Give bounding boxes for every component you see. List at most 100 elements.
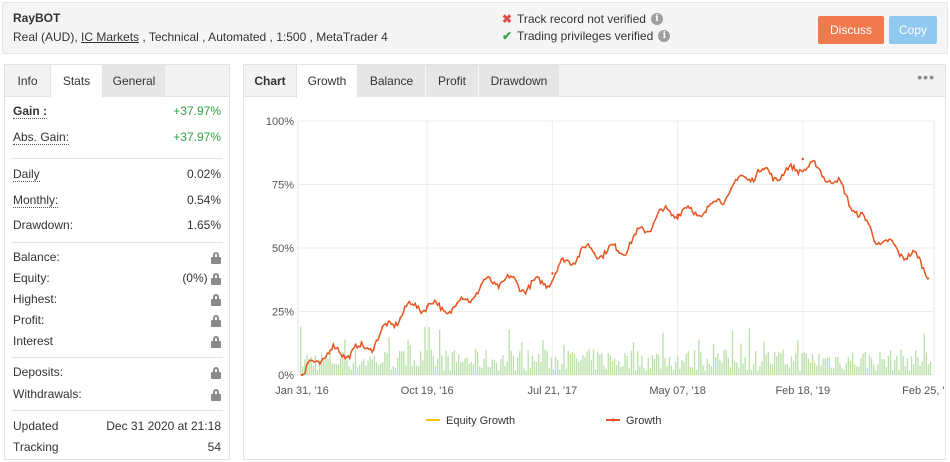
activity-bar (738, 368, 740, 375)
growth-point (459, 299, 461, 302)
activity-bar (921, 361, 923, 375)
check-icon: ✔ (501, 29, 513, 43)
activity-bar (824, 358, 826, 375)
growth-point (909, 255, 912, 257)
activity-bar (879, 351, 881, 375)
growth-point (572, 262, 575, 265)
activity-bar (420, 351, 422, 375)
abs-gain-label[interactable]: Abs. Gain: (13, 130, 70, 145)
activity-bar (845, 362, 847, 375)
growth-point (778, 179, 780, 182)
activity-bar (666, 366, 668, 375)
growth-point (664, 205, 667, 207)
growth-point (429, 302, 432, 305)
activity-bar (468, 363, 470, 375)
growth-point (500, 281, 503, 283)
activity-bar (660, 368, 662, 375)
activity-bar (887, 355, 890, 375)
lock-icon (211, 251, 221, 264)
growth-point (509, 275, 512, 278)
activity-bar (757, 370, 759, 375)
activity-bar (818, 354, 820, 375)
broker-link[interactable]: IC Markets (81, 30, 140, 44)
activity-bar (535, 361, 538, 375)
tab-stats[interactable]: Stats (50, 65, 103, 98)
copy-button[interactable]: Copy (889, 16, 937, 44)
activity-bar (599, 354, 601, 375)
tab-growth[interactable]: Growth (296, 65, 358, 98)
growth-point (867, 223, 870, 225)
growth-point (736, 179, 739, 182)
activity-bar (399, 350, 401, 375)
lock-icon (211, 335, 221, 348)
growth-point (411, 303, 414, 306)
activity-bar (380, 363, 382, 375)
activity-bar (822, 358, 824, 375)
activity-bar (424, 326, 426, 375)
gain-row: Gain : +37.97% (13, 104, 221, 122)
growth-point (471, 298, 473, 301)
activity-bar (721, 362, 723, 375)
growth-point (521, 288, 524, 291)
growth-point (602, 256, 604, 259)
x-tick-label: Feb 18, '19 (775, 385, 830, 397)
growth-point (924, 272, 926, 275)
activity-bar (485, 350, 487, 375)
activity-bar (750, 370, 753, 375)
activity-bar (392, 366, 394, 375)
activity-bar (504, 365, 506, 375)
activity-bar (877, 364, 879, 375)
activity-bar (761, 361, 763, 375)
info-icon[interactable]: i (650, 13, 663, 25)
activity-bar (605, 368, 607, 375)
activity-bar (329, 351, 331, 375)
activity-bar (483, 358, 485, 375)
growth-point (304, 372, 306, 375)
tab-drawdown[interactable]: Drawdown (479, 65, 559, 97)
growth-point (313, 360, 315, 363)
growth-data-point (300, 373, 304, 377)
y-tick-label: 25% (272, 307, 294, 319)
updated-value: Dec 31 2020 at 21:18 (106, 419, 221, 433)
more-options-icon[interactable]: ••• (917, 69, 935, 85)
equity-value: (0%) (182, 271, 208, 285)
gain-label[interactable]: Gain : (13, 104, 48, 119)
growth-point (891, 239, 894, 242)
growth-point (435, 301, 438, 304)
activity-bar (613, 358, 616, 375)
activity-bar (337, 364, 340, 375)
activity-bar (780, 353, 782, 375)
growth-point (730, 187, 733, 189)
monthly-label[interactable]: Monthly: (13, 193, 59, 208)
growth-point (393, 326, 396, 329)
growth-point (679, 214, 682, 217)
x-tick-label: May 07, '18 (649, 385, 706, 397)
gain-value: +37.97% (173, 104, 221, 118)
daily-label[interactable]: Daily (13, 167, 40, 182)
growth-point (819, 170, 822, 173)
activity-bar (407, 340, 409, 375)
growth-point (682, 207, 685, 210)
tab-general[interactable]: General (103, 65, 165, 97)
activity-bar (321, 353, 323, 375)
discuss-button[interactable]: Discuss (818, 16, 884, 44)
activity-bar (763, 341, 765, 375)
activity-bar (902, 356, 904, 375)
tab-balance[interactable]: Balance (358, 65, 426, 97)
growth-point (342, 354, 345, 357)
tab-profit[interactable]: Profit (426, 65, 479, 97)
activity-bar (767, 352, 769, 375)
growth-point (795, 169, 798, 172)
growth-point (775, 177, 777, 180)
activity-bar (325, 355, 327, 375)
legend-growth-dot (611, 418, 615, 422)
activity-bar (702, 364, 704, 375)
divider (11, 242, 223, 243)
activity-bar (316, 369, 319, 375)
growth-point (757, 168, 759, 171)
growth-data-point (926, 277, 930, 280)
activity-bar (696, 369, 698, 375)
tab-info[interactable]: Info (17, 74, 38, 88)
info-icon[interactable]: i (658, 30, 671, 42)
activity-bar (481, 368, 483, 375)
